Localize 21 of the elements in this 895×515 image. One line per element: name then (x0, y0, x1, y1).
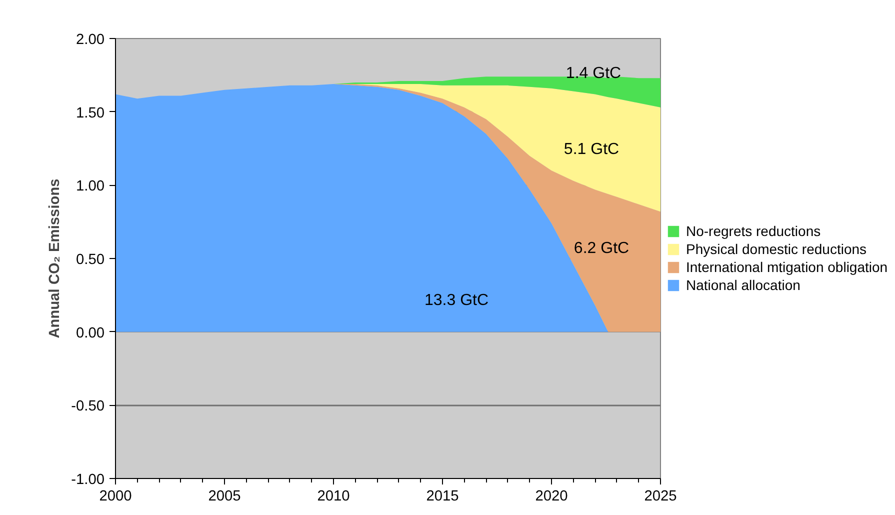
x-tick-label: 2015 (426, 488, 459, 504)
y-tick-label: 0.00 (76, 325, 105, 342)
annotation: 13.3 GtC (424, 292, 489, 309)
x-tick-label: 2005 (208, 488, 241, 504)
x-tick-label: 2020 (535, 488, 568, 504)
legend-label: International mtigation obligation (686, 259, 888, 275)
y-tick-label: 0.50 (76, 252, 105, 268)
y-tick-label: -1.00 (71, 472, 104, 488)
annotation: 5.1 GtC (564, 141, 620, 158)
y-tick-label: 2.00 (76, 32, 105, 48)
x-tick-label: 2025 (644, 488, 677, 504)
y-tick-label: -0.50 (71, 398, 104, 415)
x-tick-label: 2010 (317, 488, 350, 504)
legend-label: National allocation (686, 277, 800, 293)
legend-label: Physical domestic reductions (686, 241, 867, 257)
legend-label: No-regrets reductions (686, 223, 821, 239)
x-tick-label: 2000 (99, 488, 132, 504)
y-tick-label: 1.00 (76, 178, 105, 195)
y-tick-label: 1.50 (76, 105, 105, 122)
y-axis-title: Annual CO₂ Emissions (47, 178, 64, 338)
annotation: 6.2 GtC (574, 240, 630, 257)
